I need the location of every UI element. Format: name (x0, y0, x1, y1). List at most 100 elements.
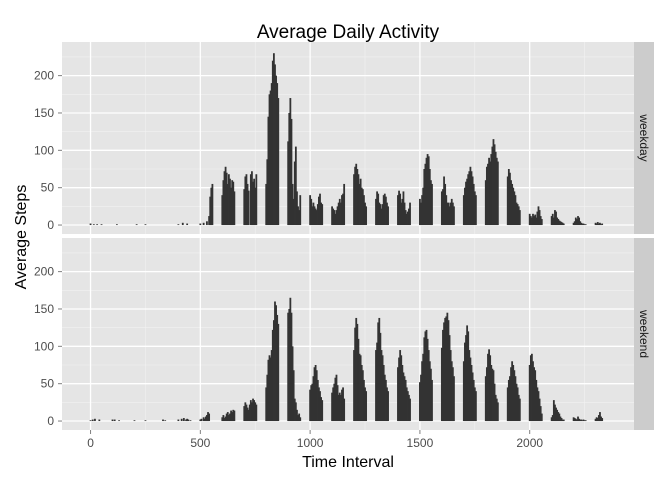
bar (298, 210, 301, 226)
bar (426, 338, 429, 422)
bar (252, 398, 254, 422)
bar (582, 419, 585, 422)
bar (468, 171, 471, 226)
bar (341, 389, 343, 422)
bar (381, 355, 384, 422)
bar (462, 195, 465, 226)
bar (246, 407, 249, 422)
bar (313, 367, 316, 422)
bar (451, 202, 454, 226)
bar (576, 419, 578, 422)
bar (91, 419, 94, 422)
bar (338, 198, 341, 226)
bar (475, 195, 477, 226)
bar (309, 389, 312, 422)
bar (445, 195, 448, 226)
bar (539, 216, 542, 226)
bar (208, 413, 211, 422)
y-tick-label: 50 (41, 181, 55, 195)
bar (421, 361, 424, 422)
bar (511, 183, 514, 226)
bar (357, 174, 360, 226)
bar (473, 191, 476, 226)
bar (440, 347, 443, 422)
bar (251, 402, 253, 422)
bar (442, 329, 444, 422)
bar (96, 224, 99, 226)
bar (442, 189, 444, 226)
bar (332, 387, 335, 422)
bar (267, 359, 270, 422)
bar (491, 368, 494, 422)
bar (245, 174, 248, 226)
bar (596, 222, 599, 226)
bar (510, 367, 512, 422)
bar (342, 387, 344, 422)
bar (489, 161, 492, 226)
bar (311, 206, 314, 226)
bar (336, 206, 339, 226)
bar (535, 379, 538, 422)
bar (199, 223, 202, 226)
bar (404, 210, 407, 226)
bar (467, 174, 470, 226)
bar (162, 419, 164, 422)
bar (399, 350, 402, 422)
bar (363, 195, 365, 226)
bar (333, 383, 336, 422)
bar (551, 213, 554, 226)
bar (492, 139, 495, 226)
bar (443, 322, 445, 422)
bar (361, 370, 364, 422)
bar (293, 398, 296, 422)
bar (470, 365, 473, 422)
bar (297, 415, 299, 422)
bar (272, 320, 275, 422)
bar (552, 400, 555, 422)
bar (291, 346, 294, 422)
bar (419, 198, 421, 226)
bar (293, 161, 296, 226)
bar (404, 379, 407, 422)
bar (561, 419, 564, 422)
bar (529, 355, 532, 422)
bar (320, 397, 323, 422)
bar (233, 410, 236, 422)
bar (337, 202, 340, 226)
bar (580, 222, 583, 226)
bar (409, 398, 411, 422)
bar (353, 350, 355, 422)
bar (223, 171, 226, 226)
bar (227, 174, 230, 226)
bar (534, 370, 537, 422)
bar (400, 355, 403, 422)
bar (554, 210, 556, 226)
bar (514, 376, 517, 422)
bar (200, 418, 203, 422)
bar (177, 419, 180, 422)
bar (204, 416, 207, 422)
bar (144, 224, 147, 226)
bar (424, 163, 427, 226)
facet-weekday: 0 50 100 150 200 weekday (34, 42, 654, 234)
bar (429, 368, 432, 422)
bar (446, 312, 449, 422)
bar (532, 361, 534, 422)
bar-series-weekday (89, 53, 604, 226)
bar (447, 202, 450, 226)
bar (376, 191, 378, 226)
bar (299, 195, 302, 226)
bar (513, 191, 516, 226)
bar (559, 221, 562, 226)
bar (364, 202, 366, 226)
bar (248, 404, 251, 422)
bar (276, 83, 279, 226)
bar (488, 349, 490, 422)
bar (288, 112, 291, 226)
bar (423, 169, 426, 226)
bar (490, 154, 493, 226)
bar (495, 157, 498, 226)
bar (187, 419, 190, 422)
bar (232, 181, 235, 226)
bar (506, 387, 509, 422)
